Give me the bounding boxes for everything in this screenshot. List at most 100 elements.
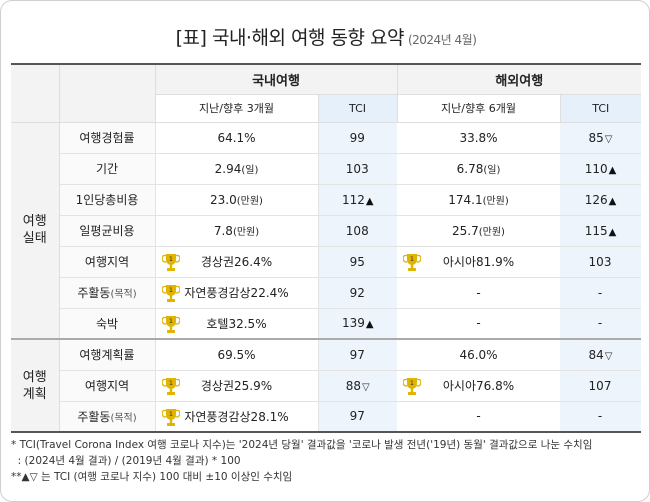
overseas-value: 46.0% [397, 339, 560, 371]
domestic-value: 1 호텔32.5% [155, 308, 318, 340]
domestic-tci: 88▽ [317, 370, 397, 402]
header-row-2: 지난/향후 3개월 TCI 지난/향후 6개월 TCI [11, 94, 641, 123]
footnote-1: * TCI(Travel Corona Index 여행 코로나 지수)는 '2… [11, 439, 593, 451]
footnotes: * TCI(Travel Corona Index 여행 코로나 지수)는 '2… [11, 437, 592, 485]
tci-arrow-icon: ▲ [365, 195, 374, 207]
overseas-tci: 85▽ [560, 122, 641, 154]
trophy-rank: 1 [168, 379, 172, 387]
trophy-icon: 1 [161, 315, 180, 333]
header-overseas-tci: TCI [559, 94, 641, 123]
row-label: 여행지역 [59, 370, 156, 402]
trophy-icon: 1 [161, 284, 180, 302]
domestic-value: 1 경상권26.4% [155, 246, 318, 278]
group-plan: 여행 계획 [11, 339, 60, 433]
row-label: 여행계획률 [59, 339, 156, 371]
domestic-value: 23.0(만원) [155, 184, 318, 216]
row-label: 여행경험률 [59, 122, 156, 154]
table-row: 주활동(목적) 1 자연풍경감상22.4% 92- - [11, 277, 641, 309]
title-main: [표] 국내·해외 여행 동향 요약 [175, 27, 405, 49]
domestic-tci: 97 [317, 401, 397, 433]
row-label: 주활동(목적) [59, 401, 156, 433]
title-subtitle: (2024년 4월) [407, 33, 477, 47]
row-label: 1인당총비용 [59, 184, 156, 216]
header-blank [11, 63, 59, 123]
trophy-rank: 1 [168, 317, 172, 325]
trophy-icon: 1 [161, 253, 180, 271]
tci-arrow-icon: ▲ [608, 164, 617, 176]
domestic-value: 7.8(만원) [155, 215, 318, 247]
domestic-tci: 99 [317, 122, 397, 154]
tci-arrow-icon: ▽ [604, 133, 613, 145]
domestic-value: 69.5% [155, 339, 318, 371]
overseas-value: 33.8% [397, 122, 560, 154]
table-row: 숙박 1 호텔32.5% 139▲ - - [11, 308, 641, 340]
domestic-tci: 103 [317, 153, 397, 185]
overseas-tci: 103 [560, 246, 641, 278]
overseas-value: - [397, 308, 560, 340]
footnote-3: **▲▽ 는 TCI (여행 코로나 지수) 100 대비 ±10 이상인 수치… [11, 471, 293, 483]
table-row: 주활동(목적) 1 자연풍경감상28.1% 97- - [11, 401, 641, 433]
page-title: [표] 국내·해외 여행 동향 요약 (2024년 4월) [1, 23, 650, 50]
overseas-value: 25.7(만원) [397, 215, 560, 247]
row-label: 일평균비용 [59, 215, 156, 247]
domestic-tci: 112▲ [317, 184, 397, 216]
table-row: 여행지역 1 경상권26.4% 95 1 아시아81.9% 103 [11, 246, 641, 278]
trophy-rank: 1 [168, 255, 172, 263]
table-row: 일평균비용 7.8(만원) 108 25.7(만원) 115▲ [11, 215, 641, 247]
domestic-value: 1 자연풍경감상28.1% [155, 401, 318, 433]
header-overseas: 해외여행 [396, 63, 641, 95]
overseas-value: 1 아시아81.9% [397, 246, 560, 278]
tci-arrow-icon: ▲ [365, 319, 374, 331]
header-domestic-tci: TCI [317, 94, 397, 123]
domestic-value: 1 경상권25.9% [155, 370, 318, 402]
domestic-tci: 108 [317, 215, 397, 247]
trophy-rank: 1 [410, 379, 414, 387]
row-label: 여행지역 [59, 246, 156, 278]
header-row-1: 국내여행 해외여행 [11, 63, 641, 123]
header-blank-2 [58, 63, 155, 123]
overseas-tci: 126▲ [560, 184, 641, 216]
row-label: 기간 [59, 153, 156, 185]
tci-arrow-icon: ▲ [608, 226, 617, 238]
overseas-value: - [397, 401, 560, 433]
domestic-tci: 97 [317, 339, 397, 371]
group-status: 여행 실태 [11, 122, 60, 340]
overseas-tci: - [560, 277, 641, 309]
overseas-value: - [397, 277, 560, 309]
summary-table: 국내여행 해외여행 지난/향후 3개월 TCI 지난/향후 6개월 TCI 여행… [11, 63, 641, 433]
overseas-tci: 84▽ [560, 339, 641, 371]
domestic-tci: 92 [317, 277, 397, 309]
table-row: 여행지역 1 경상권25.9% 88▽ 1 아시아76.8% 107 [11, 370, 641, 402]
trophy-rank: 1 [168, 286, 172, 294]
table-row: 여행 계획 여행계획률 69.5% 97 46.0% 84▽ [11, 339, 641, 433]
domestic-tci: 95 [317, 246, 397, 278]
trophy-rank: 1 [168, 410, 172, 418]
domestic-value: 2.94(일) [155, 153, 318, 185]
overseas-tci: 115▲ [560, 215, 641, 247]
overseas-value: 174.1(만원) [397, 184, 560, 216]
header-domestic: 국내여행 [154, 63, 397, 95]
domestic-value: 1 자연풍경감상22.4% [155, 277, 318, 309]
overseas-tci: 107 [560, 370, 641, 402]
row-label: 숙박 [59, 308, 156, 340]
tci-arrow-icon: ▽ [604, 350, 613, 362]
footnote-2: : (2024년 4월 결과) / (2019년 4월 결과) * 100 [11, 455, 241, 467]
trophy-icon: 1 [403, 253, 421, 271]
table-row: 1인당총비용 23.0(만원) 112▲ 174.1(만원) 126▲ [11, 184, 641, 216]
overseas-tci: - [560, 401, 641, 433]
domestic-value: 64.1% [155, 122, 318, 154]
trophy-icon: 1 [161, 377, 180, 395]
overseas-value: 6.78(일) [397, 153, 560, 185]
header-domestic-period: 지난/향후 3개월 [154, 94, 318, 123]
trophy-icon: 1 [403, 377, 421, 395]
trophy-icon: 1 [161, 408, 180, 426]
table-row: 기간 2.94(일) 103 6.78(일) 110▲ [11, 153, 641, 185]
tci-arrow-icon: ▲ [608, 195, 617, 207]
overseas-value: 1 아시아76.8% [397, 370, 560, 402]
table-row: 여행 실태 여행경험률 64.1% 99 33.8% 85▽ [11, 122, 641, 340]
trophy-rank: 1 [410, 255, 414, 263]
overseas-tci: 110▲ [560, 153, 641, 185]
domestic-tci: 139▲ [317, 308, 397, 340]
overseas-tci: - [560, 308, 641, 340]
